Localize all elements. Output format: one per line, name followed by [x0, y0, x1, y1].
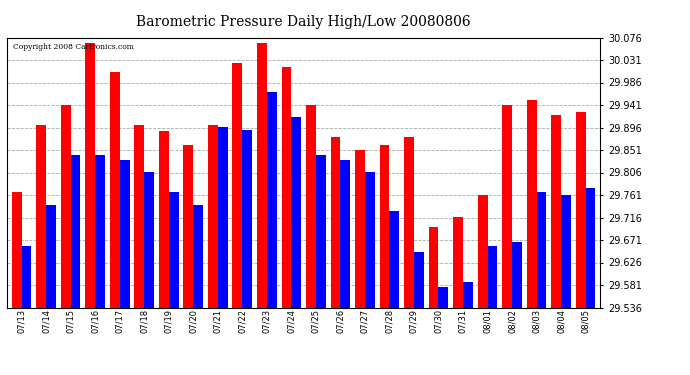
- Text: Copyright 2008 Cartronics.com: Copyright 2008 Cartronics.com: [13, 43, 134, 51]
- Bar: [380, 145, 389, 308]
- Bar: [389, 211, 400, 308]
- Bar: [488, 246, 497, 308]
- Bar: [365, 171, 375, 308]
- Bar: [355, 150, 365, 308]
- Bar: [404, 136, 414, 308]
- Bar: [512, 242, 522, 308]
- Bar: [37, 125, 46, 308]
- Bar: [331, 136, 340, 308]
- Bar: [340, 160, 351, 308]
- Bar: [144, 171, 154, 308]
- Bar: [575, 111, 586, 308]
- Bar: [193, 205, 203, 308]
- Bar: [95, 155, 105, 308]
- Bar: [21, 246, 32, 308]
- Bar: [438, 286, 449, 308]
- Bar: [551, 115, 561, 308]
- Bar: [233, 63, 242, 308]
- Bar: [316, 155, 326, 308]
- Bar: [110, 72, 119, 308]
- Bar: [463, 282, 473, 308]
- Bar: [267, 92, 277, 308]
- Bar: [282, 66, 291, 308]
- Bar: [169, 192, 179, 308]
- Bar: [119, 160, 130, 308]
- Bar: [414, 252, 424, 308]
- Bar: [46, 205, 56, 308]
- Bar: [453, 216, 463, 308]
- Bar: [537, 192, 546, 308]
- Bar: [184, 145, 193, 308]
- Bar: [208, 125, 218, 308]
- Bar: [218, 126, 228, 308]
- Bar: [306, 105, 316, 308]
- Bar: [257, 43, 267, 308]
- Bar: [526, 100, 537, 308]
- Bar: [86, 43, 95, 308]
- Bar: [502, 105, 512, 308]
- Bar: [12, 192, 21, 308]
- Bar: [242, 130, 252, 308]
- Text: Barometric Pressure Daily High/Low 20080806: Barometric Pressure Daily High/Low 20080…: [137, 15, 471, 29]
- Bar: [61, 105, 70, 308]
- Bar: [586, 188, 595, 308]
- Bar: [428, 226, 438, 308]
- Bar: [561, 195, 571, 308]
- Bar: [477, 195, 488, 308]
- Bar: [159, 132, 169, 308]
- Bar: [291, 117, 301, 308]
- Bar: [135, 125, 144, 308]
- Bar: [70, 155, 81, 308]
